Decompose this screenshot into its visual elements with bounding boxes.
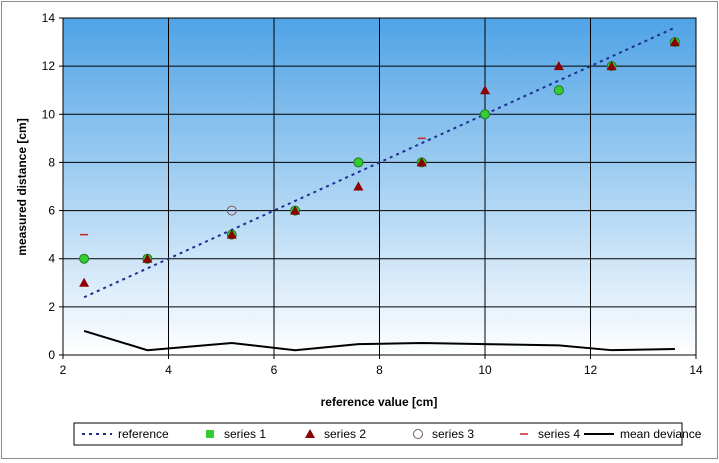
series-1: [83, 26, 676, 299]
data-point: [480, 109, 490, 120]
legend-label: mean deviance: [620, 427, 702, 441]
data-point: [669, 37, 680, 47]
data-point: [553, 85, 564, 96]
legend-label: series 4: [538, 427, 580, 441]
y-tick-label: 12: [42, 59, 56, 73]
legend-item: series 4: [520, 427, 580, 441]
data-point: [79, 253, 90, 264]
data-point: [480, 85, 490, 95]
series-layer: [79, 26, 680, 352]
x-tick-label: 14: [689, 363, 703, 377]
series-line: [83, 26, 676, 299]
legend-swatch: [206, 430, 214, 438]
legend-swatch: [305, 429, 315, 438]
data-point: [226, 229, 237, 239]
y-tick-label: 8: [48, 155, 55, 169]
y-tick-label: 2: [48, 300, 55, 314]
x-tick-label: 4: [165, 363, 172, 377]
data-point: [79, 277, 90, 287]
data-point: [226, 205, 237, 216]
legend-item: series 2: [305, 427, 366, 441]
data-point: [553, 61, 564, 71]
x-tick-label: 8: [376, 363, 383, 377]
data-point: [142, 253, 153, 263]
data-point: [353, 181, 364, 191]
legend-box: [73, 422, 683, 446]
legend-label: series 3: [432, 427, 474, 441]
series-5: [80, 137, 426, 236]
y-tick-label: 0: [48, 348, 55, 362]
data-point: [290, 205, 301, 215]
legend: reference series 1 series 2 series 3 series …: [73, 422, 702, 446]
y-tick-label: 4: [48, 252, 55, 266]
data-point: [606, 61, 617, 71]
data-point: [353, 157, 364, 168]
x-tick-label: 6: [271, 363, 278, 377]
y-tick-label: 14: [42, 11, 56, 25]
x-tick-label: 10: [478, 363, 492, 377]
x-tick-label: 2: [60, 363, 67, 377]
series-4: [226, 205, 237, 216]
legend-label: reference: [118, 427, 169, 441]
legend-item: series 1: [206, 427, 266, 441]
legend-label: series 2: [324, 427, 366, 441]
y-tick-label: 10: [42, 107, 56, 121]
series-6: [83, 329, 675, 352]
legend-item: mean deviance: [584, 427, 702, 441]
y-axis-title: measured distance [cm]: [15, 118, 29, 255]
data-point: [416, 157, 427, 167]
series-3: [79, 37, 680, 287]
legend-item: reference: [82, 427, 169, 441]
legend-label: series 1: [224, 427, 266, 441]
legend-swatch: [413, 429, 423, 439]
y-tick-label: 6: [48, 204, 55, 218]
x-axis-title: reference value [cm]: [321, 395, 438, 409]
x-tick-label: 12: [584, 363, 598, 377]
series-line: [83, 329, 675, 352]
legend-item: series 3: [413, 427, 474, 441]
